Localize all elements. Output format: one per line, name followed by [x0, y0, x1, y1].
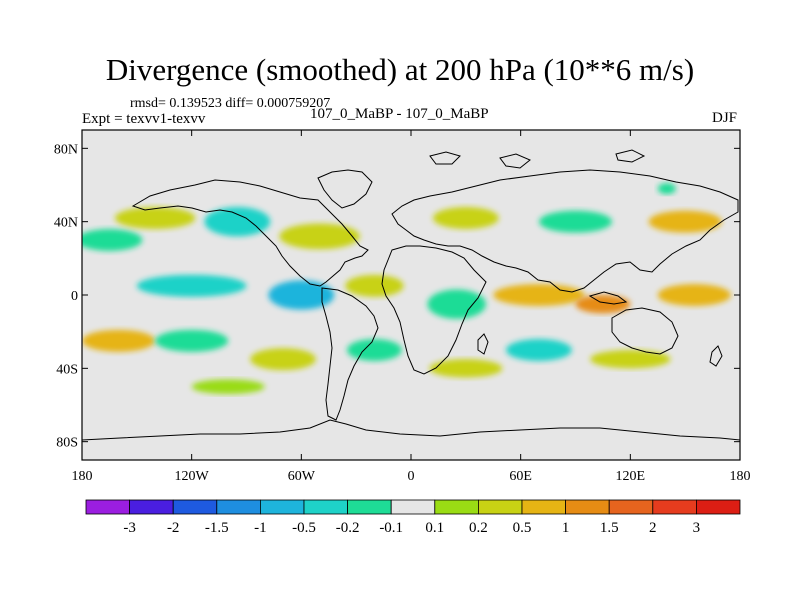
colorbar-swatch	[390, 499, 436, 515]
coast-antarctica	[82, 419, 740, 441]
region-w-pacific-green	[648, 210, 722, 233]
region-asia-cyan	[538, 210, 613, 233]
y-tick-label: 80N	[54, 142, 78, 157]
region-n-pacific-green	[114, 207, 196, 229]
x-tick-label: 60E	[509, 469, 532, 484]
colorbar-swatch	[172, 499, 218, 515]
x-tick-label: 60W	[288, 469, 316, 484]
x-tick-label: 120E	[616, 469, 646, 484]
region-trop-pac-cyan	[136, 274, 247, 297]
colorbar-swatch	[565, 499, 610, 515]
colorbar-label: 3	[693, 520, 701, 536]
x-tick-label: 180	[730, 469, 751, 484]
region-trop-africa-cyan	[427, 289, 486, 319]
region-s-indian-cyan	[506, 339, 572, 361]
colorbar-swatch	[434, 499, 479, 515]
colorbar-swatch	[216, 499, 261, 515]
colorbar-swatch	[259, 499, 305, 515]
region-australia-green	[590, 350, 671, 369]
region-europe-green	[432, 207, 499, 229]
colorbar-label: -0.5	[292, 520, 316, 536]
region-s-atl-cyan	[347, 339, 402, 361]
coast-south-america	[321, 287, 379, 421]
colorbar-label: -1	[254, 520, 267, 536]
coast-africa	[381, 245, 487, 375]
coast-australia	[611, 307, 679, 355]
axes: 180 120W 60W 0 60E 120E 180 80N 40N 0 40S 80S	[54, 130, 751, 484]
colorbar-swatch	[85, 499, 130, 515]
x-tick-label: 180	[72, 469, 93, 484]
y-tick-label: 80S	[56, 436, 78, 451]
coast-eurasia	[391, 169, 739, 293]
colorbar-swatch	[129, 499, 174, 515]
region-n-atl-cyan	[204, 207, 271, 237]
colorbar-label: -0.1	[379, 520, 403, 536]
colorbar-swatch	[347, 499, 392, 515]
colorbar-label: 1.5	[600, 520, 619, 536]
y-tick-label: 40S	[56, 362, 78, 377]
region-s-pac-cyan	[155, 329, 229, 352]
region-maritime-orange	[575, 295, 631, 314]
colorbar-swatch	[477, 499, 523, 515]
coast-greenland	[317, 169, 373, 209]
colorbar-label: 0.1	[425, 520, 444, 536]
region-n-pacific-cyan	[82, 229, 143, 251]
region-s-africa-green	[429, 359, 503, 378]
colorbar-swatch	[303, 499, 348, 515]
chart-title: Divergence (smoothed) at 200 hPa (10**6 …	[105, 52, 695, 87]
colorbar-label: -0.2	[336, 520, 360, 536]
colorbar: -3 -2 -1.5 -1 -0.5 -0.2 -0.1 0.1 0.2 0.5 1 1.5 2 3	[85, 499, 741, 536]
x-tick-label: 120W	[175, 469, 210, 484]
colorbar-label: 2	[649, 520, 657, 536]
colorbar-label: -2	[167, 520, 180, 536]
colorbar-label: 0.5	[513, 520, 532, 536]
y-tick-label: 0	[71, 289, 78, 304]
colorbar-swatch	[521, 499, 566, 515]
region-n-amer-green	[279, 223, 360, 250]
region-s-amer-green	[250, 348, 316, 371]
stats-label: rmsd= 0.139523 diff= 0.000759207	[130, 96, 331, 111]
coastlines	[82, 149, 740, 441]
region-trop-atl-green	[345, 274, 404, 297]
field-layer	[82, 183, 731, 394]
region-s-ocean-green	[191, 379, 265, 394]
region-indian-orange	[493, 284, 585, 306]
region-trop-pac-orange	[657, 284, 731, 306]
region-s-pac-orange	[82, 329, 156, 352]
coast-maritime-continent	[588, 291, 628, 305]
coast-madagascar	[477, 333, 489, 355]
region-arctic-spot	[657, 183, 677, 195]
coast-arctic-islands	[429, 149, 646, 169]
season-label: DJF	[712, 110, 738, 126]
coast-north-america	[131, 179, 369, 287]
colorbar-label: 1	[562, 520, 570, 536]
region-trop-amer-blue	[268, 280, 335, 310]
experiment-label: Expt = texvv1-texvv	[82, 111, 206, 127]
colorbar-swatch	[696, 499, 741, 515]
colorbar-swatch	[608, 499, 654, 515]
colorbar-label: -3	[123, 520, 136, 536]
y-tick-label: 40N	[54, 216, 78, 231]
x-tick-label: 0	[408, 469, 415, 484]
colorbar-label: 0.2	[469, 520, 488, 536]
colorbar-label: -1.5	[205, 520, 229, 536]
period-label: 107_0_MaBP - 107_0_MaBP	[310, 106, 489, 122]
colorbar-swatch	[652, 499, 697, 515]
coast-new-zealand	[709, 345, 723, 367]
